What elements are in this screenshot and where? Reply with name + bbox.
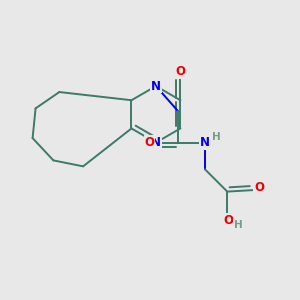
Text: O: O — [254, 181, 264, 194]
Text: O: O — [176, 65, 185, 79]
Text: N: N — [151, 80, 161, 93]
Text: N: N — [151, 136, 161, 149]
Text: O: O — [224, 214, 234, 227]
Text: H: H — [234, 220, 243, 230]
Text: H: H — [212, 132, 221, 142]
Text: O: O — [144, 136, 154, 149]
Text: N: N — [200, 136, 210, 149]
